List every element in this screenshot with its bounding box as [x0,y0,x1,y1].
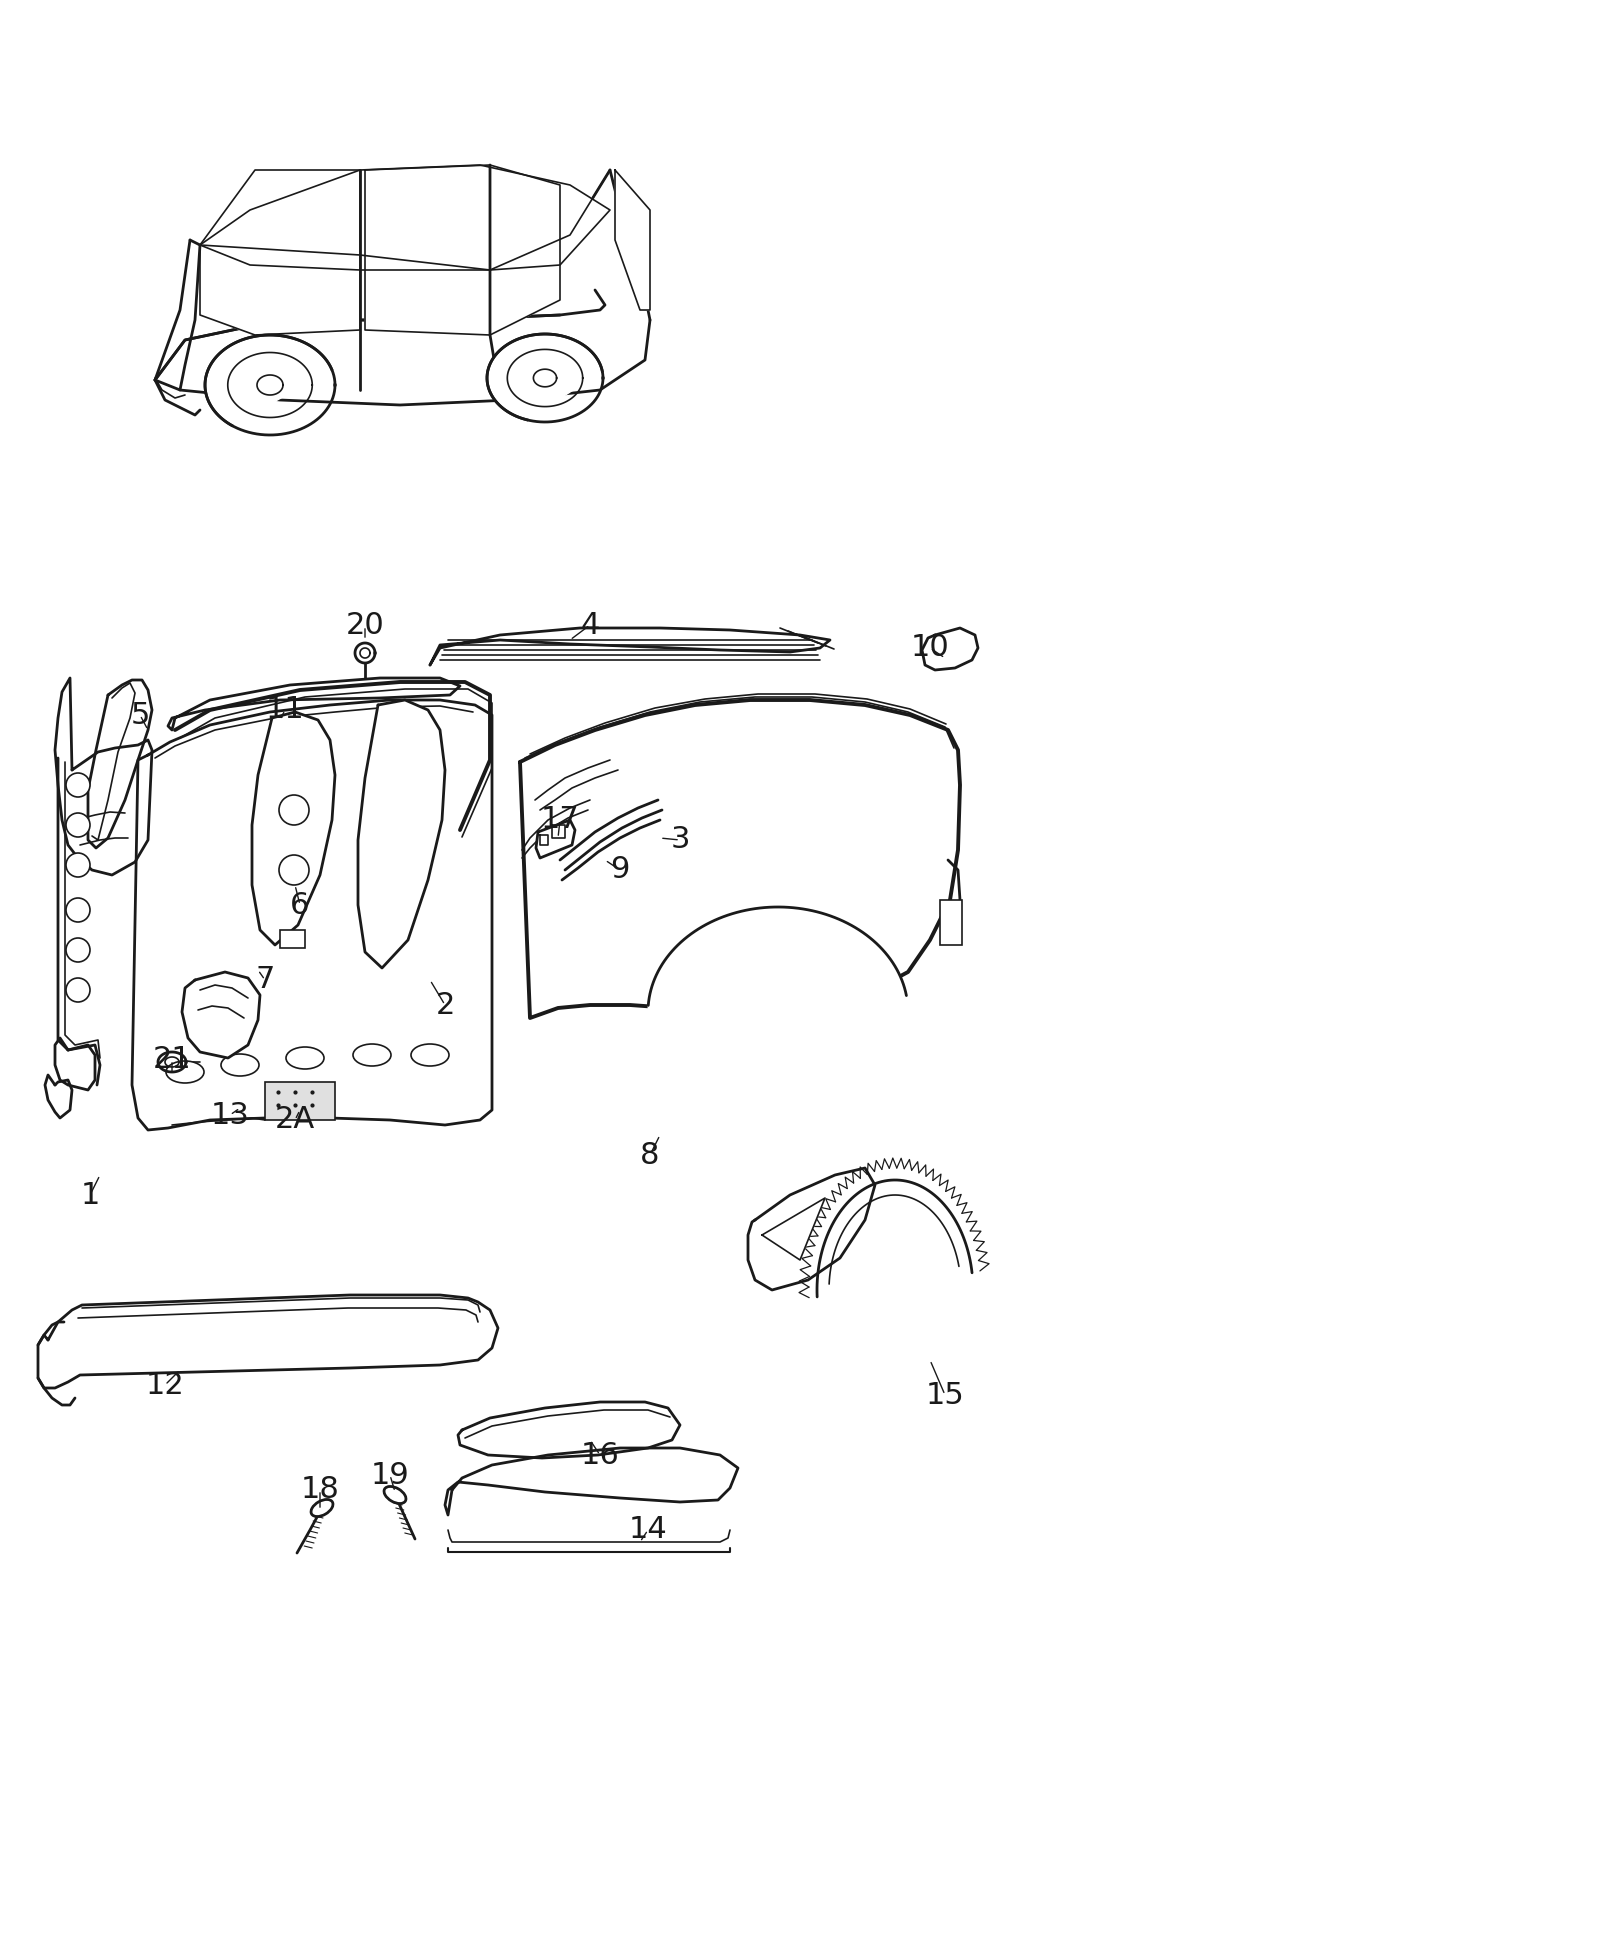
Text: 2A: 2A [275,1105,315,1134]
Polygon shape [818,1179,973,1311]
Ellipse shape [166,1062,205,1083]
Text: 2: 2 [435,991,454,1019]
Polygon shape [749,1168,875,1289]
Bar [280,931,306,948]
Polygon shape [155,170,650,406]
Text: 20: 20 [346,611,384,641]
Text: 13: 13 [211,1101,250,1130]
Text: 18: 18 [301,1475,339,1505]
Text: 5: 5 [130,701,150,729]
Bar [941,899,962,944]
Circle shape [66,852,90,878]
Text: 6: 6 [290,891,310,919]
Polygon shape [131,699,493,1130]
Text: 7: 7 [256,966,275,995]
Circle shape [278,795,309,825]
Polygon shape [205,335,331,425]
Circle shape [66,774,90,797]
Polygon shape [445,1448,738,1514]
Text: 17: 17 [541,805,579,835]
Polygon shape [200,170,360,335]
Bar [266,1081,334,1121]
Polygon shape [614,170,650,310]
Circle shape [66,813,90,836]
Polygon shape [358,699,445,968]
Circle shape [66,938,90,962]
Ellipse shape [286,1046,323,1070]
Polygon shape [182,972,259,1058]
Polygon shape [536,821,574,858]
Text: 12: 12 [146,1371,184,1399]
Text: 16: 16 [581,1440,619,1469]
Text: 21: 21 [152,1046,192,1074]
Ellipse shape [411,1044,450,1066]
Text: 14: 14 [629,1516,667,1544]
Text: 19: 19 [371,1461,410,1489]
Ellipse shape [384,1487,406,1503]
Polygon shape [458,1403,680,1457]
Polygon shape [54,678,152,876]
Polygon shape [520,699,960,1019]
Polygon shape [168,678,461,731]
Circle shape [278,854,309,885]
Polygon shape [54,1038,94,1089]
Polygon shape [38,1295,498,1389]
Text: 15: 15 [926,1381,965,1409]
Polygon shape [200,165,610,270]
Ellipse shape [354,1044,390,1066]
Polygon shape [365,165,560,335]
Text: 9: 9 [610,856,630,885]
Polygon shape [430,629,830,664]
Text: 3: 3 [670,825,690,854]
Ellipse shape [310,1499,333,1516]
Polygon shape [253,711,334,944]
Polygon shape [648,907,906,1042]
Polygon shape [88,680,152,848]
Circle shape [66,978,90,1001]
Text: 8: 8 [640,1140,659,1170]
Polygon shape [762,1199,826,1260]
Ellipse shape [221,1054,259,1075]
Text: Diagrams provided by catalogs parts: Diagrams provided by catalogs parts [1251,1955,1509,1959]
Text: 10: 10 [910,633,949,662]
Circle shape [66,897,90,923]
Text: 4: 4 [581,611,600,639]
Text: 11: 11 [266,695,304,725]
Polygon shape [486,333,602,419]
Polygon shape [922,629,978,670]
Text: 1: 1 [80,1181,99,1209]
